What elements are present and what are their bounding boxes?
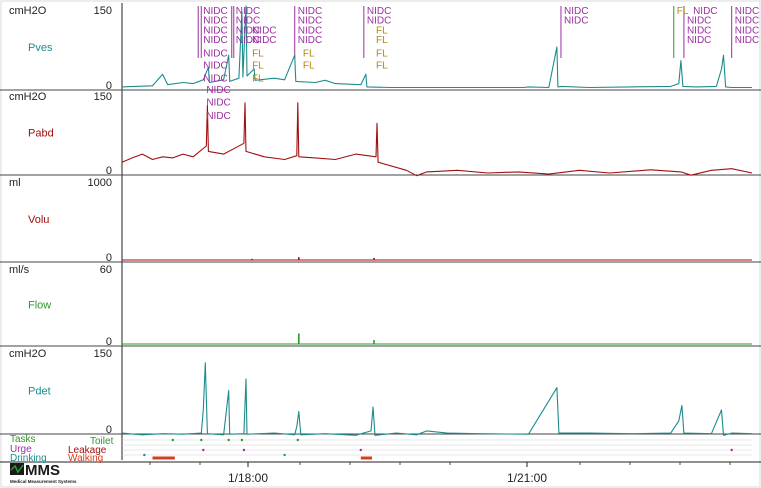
unit-label-flow: ml/s (9, 264, 30, 276)
annotation-pves: NIDC (252, 35, 276, 46)
annotation-pves: FL (252, 73, 264, 84)
mms-logo-subtitle: Medical Measurement Systems (10, 479, 77, 484)
annotation-pves: FL (677, 6, 689, 17)
annotation-pves: NIDC (236, 25, 260, 36)
channel-name-pves: Pves (28, 42, 53, 54)
event-label-urge: Urge (10, 444, 32, 455)
annotation-pves: FL (376, 25, 388, 36)
y-tick-max-flow: 60 (100, 264, 112, 276)
y-tick-min-pves: 0 (106, 80, 112, 92)
unit-label-pabd: cmH2O (9, 91, 47, 103)
annotation-pabd: NIDC (206, 85, 230, 96)
annotation-pves: NIDC (735, 15, 759, 26)
annotation-pves: NIDC (298, 15, 322, 26)
event-label-walking: Walking (68, 453, 103, 464)
annotation-pves: NIDC (367, 15, 391, 26)
annotation-pves: NIDC (298, 6, 322, 17)
annotation-pves: NIDC (735, 6, 759, 17)
annotation-pves: NIDC (298, 25, 322, 36)
annotation-pves: NIDC (203, 35, 227, 46)
channel-name-pdet: Pdet (28, 386, 51, 398)
annotation-pves: FL (376, 60, 388, 71)
annotation-pves: NIDC (236, 35, 260, 46)
event-label-drinking: Drinking (10, 453, 47, 464)
mms-logo: MMS Medical Measurement Systems (10, 462, 77, 484)
y-tick-max-volu: 1000 (88, 177, 112, 189)
channel-name-flow: Flow (28, 300, 51, 312)
trace-pabd (121, 102, 753, 177)
trace-pdet (121, 362, 753, 436)
annotation-pves: NIDC (236, 15, 260, 26)
urge-event-dot (359, 448, 362, 452)
event-label-toilet: Toilet (90, 436, 114, 447)
unit-label-pdet: cmH2O (9, 348, 47, 360)
urge-event-dot (242, 448, 246, 452)
annotation-pves: NIDC (203, 15, 227, 26)
urge-event-dot (202, 448, 205, 452)
label-layer: cmH2O 1500PvesNIDCNIDCNIDCNIDCNIDCNIDCNID… (9, 5, 759, 485)
annotation-pves: NIDC (564, 6, 588, 17)
annotation-pves: NIDC (367, 6, 391, 17)
annotation-pves: NIDC (203, 73, 227, 84)
drinking-event-dot (283, 453, 286, 457)
unit-label-pves: cmH2O (9, 5, 47, 17)
annotation-pves: NIDC (564, 15, 588, 26)
event-label-tasks: Tasks (10, 434, 36, 445)
annotation-pves: FL (303, 60, 315, 71)
annotation-pves: NIDC (298, 35, 322, 46)
annotation-pves: NIDC (203, 48, 227, 59)
toilet-event-dot (227, 438, 230, 442)
annotation-pves: NIDC (236, 6, 260, 17)
annotation-pves: NIDC (687, 25, 711, 36)
drinking-event-dot (143, 453, 146, 457)
y-tick-min-volu: 0 (106, 252, 112, 264)
trace-layer (121, 5, 753, 460)
mms-logo-wave (10, 464, 24, 474)
x-tick-label: 1/18:00 (228, 471, 268, 485)
annotation-pves: NIDC (203, 60, 227, 71)
channel-name-pabd: Pabd (28, 128, 54, 140)
y-tick-min-pabd: 0 (106, 165, 112, 177)
y-tick-max-pdet: 150 (94, 348, 112, 360)
annotation-pves: NIDC (693, 6, 717, 17)
annotation-pves: NIDC (735, 35, 759, 46)
annotation-pves: FL (252, 60, 264, 71)
toilet-event-dot (171, 438, 175, 442)
annotation-pves: NIDC (687, 35, 711, 46)
annotation-pves: FL (376, 48, 388, 59)
y-tick-max-pves: 150 (94, 5, 112, 17)
annotation-pves: NIDC (203, 25, 227, 36)
annotation-pves: NIDC (735, 25, 759, 36)
toilet-event-dot (200, 438, 203, 442)
annotation-pves: FL (303, 48, 315, 59)
y-tick-max-pabd: 150 (94, 91, 112, 103)
channel-name-volu: Volu (28, 214, 49, 226)
mms-logo-text: MMS (25, 462, 60, 479)
annotation-pabd: NIDC (206, 98, 230, 109)
annotation-pves: NIDC (203, 6, 227, 17)
annotation-pves: NIDC (252, 25, 276, 36)
y-tick-min-flow: 0 (106, 336, 112, 348)
annotation-pves: NIDC (687, 15, 711, 26)
toilet-event-dot (240, 438, 244, 442)
annotation-pves: FL (376, 35, 388, 46)
annotation-pabd: NIDC (206, 111, 230, 122)
y-tick-min-pdet: 0 (106, 424, 112, 436)
toilet-event-dot (296, 438, 299, 442)
trace-pves (121, 5, 752, 89)
unit-label-volu: ml (9, 177, 21, 189)
annotation-pves: FL (252, 48, 264, 59)
event-label-leakage: Leakage (68, 445, 107, 456)
x-tick-label: 1/21:00 (507, 471, 547, 485)
urge-event-dot (730, 448, 733, 452)
